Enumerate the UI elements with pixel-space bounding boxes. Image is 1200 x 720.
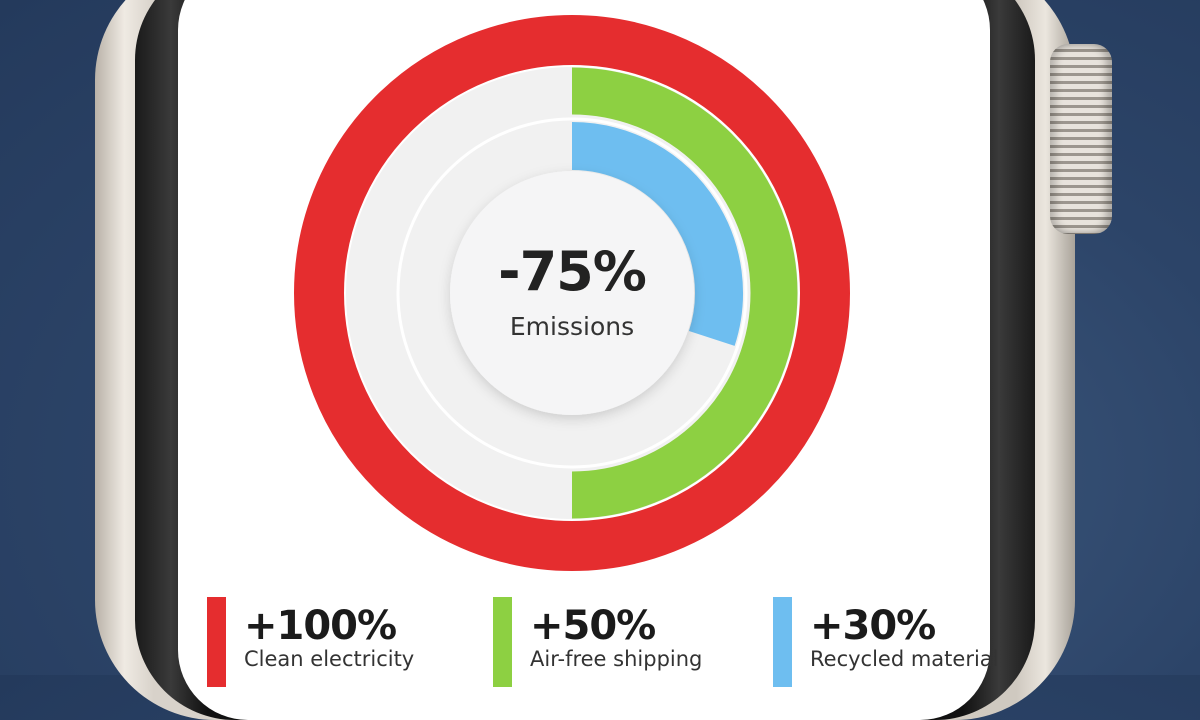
ring-1 [571, 67, 798, 519]
digital-crown[interactable] [1050, 44, 1112, 234]
legend-swatch [207, 597, 226, 687]
legend-swatch [493, 597, 512, 687]
ring-2 [571, 122, 743, 346]
legend-value: +100% [244, 603, 397, 649]
legend-swatch [773, 597, 792, 687]
ring-chart [294, 15, 850, 571]
center-disc [450, 171, 694, 415]
legend-value: +30% [810, 603, 936, 649]
legend-label: Recycled material [810, 647, 999, 671]
center-value: -75% [498, 240, 647, 303]
ring-0 [294, 15, 850, 571]
ring-separator [396, 117, 748, 469]
center-label: Emissions [509, 312, 635, 341]
legend-label: Air-free shipping [530, 647, 703, 671]
legend-label: Clean electricity [244, 647, 415, 671]
legend-value: +50% [530, 603, 656, 649]
